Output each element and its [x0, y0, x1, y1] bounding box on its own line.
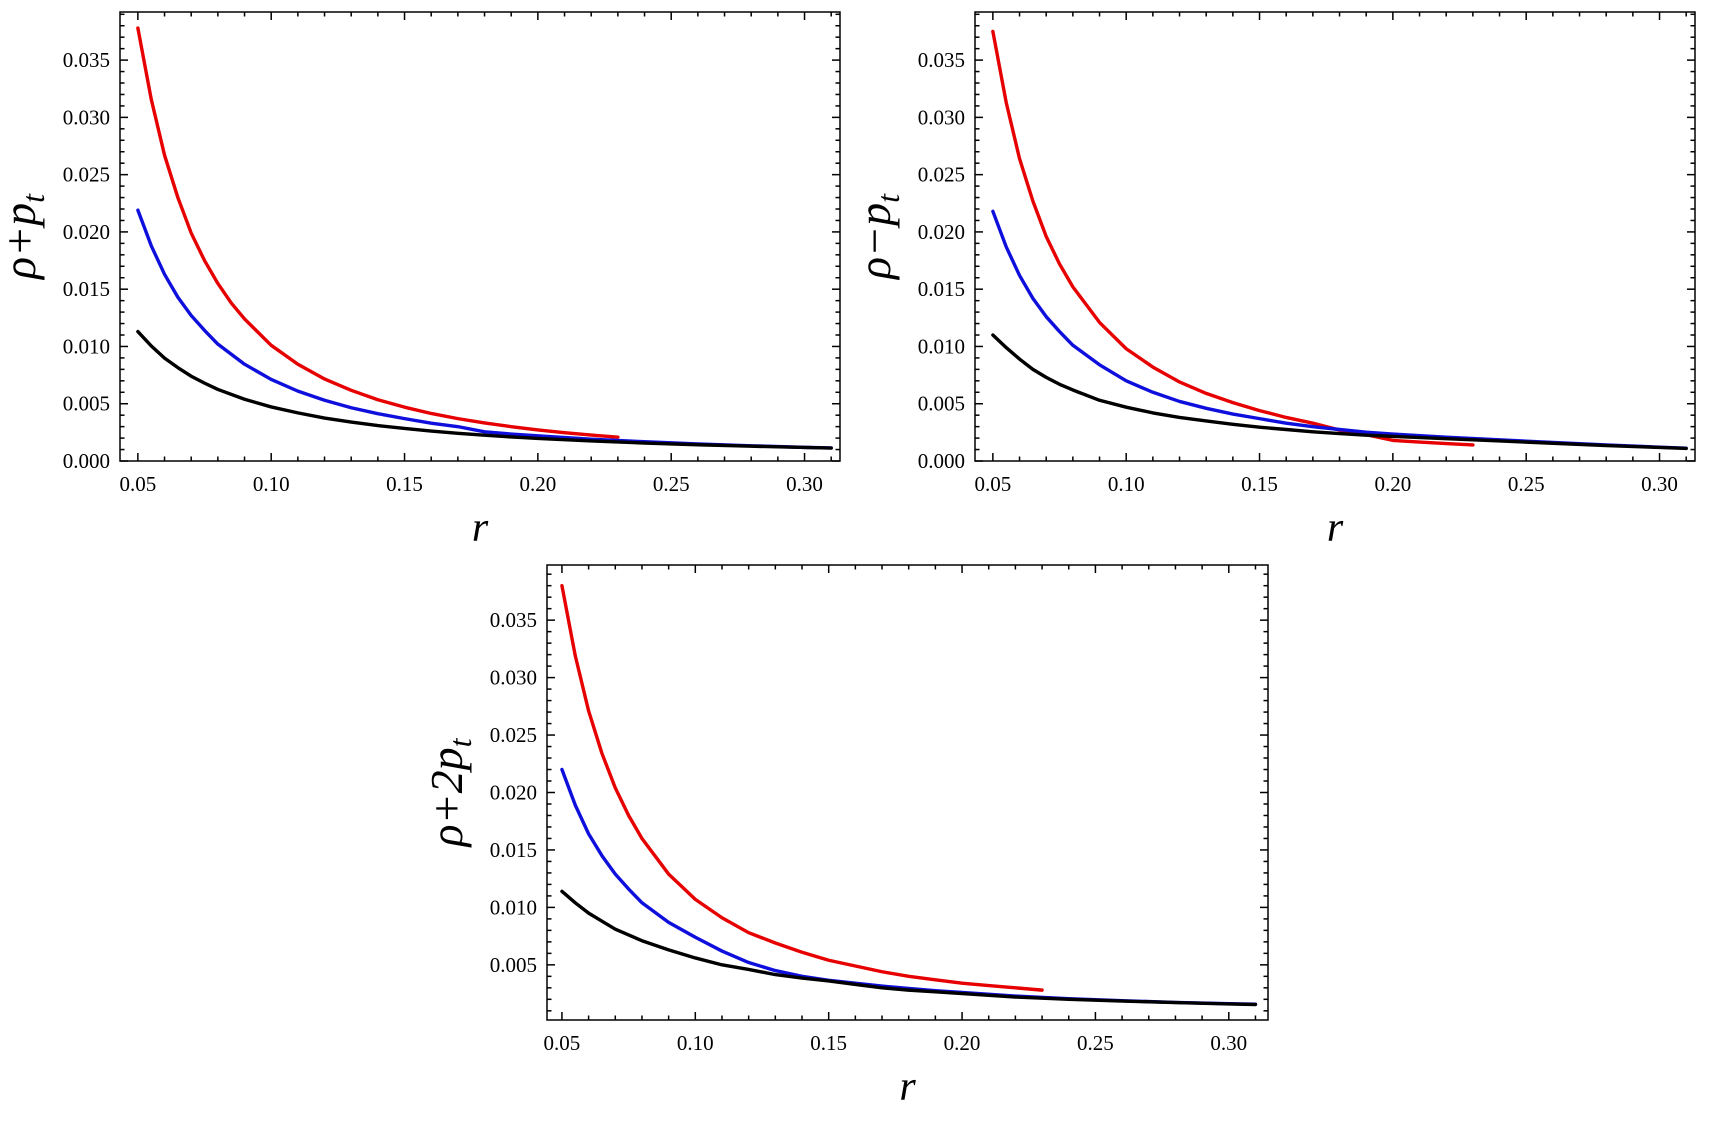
svg-text:0.20: 0.20: [1374, 472, 1411, 496]
svg-text:0.25: 0.25: [653, 472, 690, 496]
svg-text:0.20: 0.20: [944, 1031, 981, 1055]
svg-text:0.010: 0.010: [918, 334, 965, 358]
svg-text:0.15: 0.15: [1241, 472, 1278, 496]
svg-text:0.035: 0.035: [63, 48, 110, 72]
svg-text:0.10: 0.10: [1108, 472, 1145, 496]
svg-text:ρ−pt: ρ−pt: [855, 193, 906, 281]
svg-text:0.005: 0.005: [918, 392, 965, 416]
svg-text:0.10: 0.10: [677, 1031, 714, 1055]
plot-rho-plus-2pt: 0.05 0.10 0.15 0.20 0.25 0.30 0.005 0.010 0.015 0…: [427, 520, 1293, 1125]
svg-text:0.15: 0.15: [810, 1031, 847, 1055]
svg-text:ρ+2pt: ρ+2pt: [427, 737, 478, 848]
svg-text:0.10: 0.10: [253, 472, 290, 496]
svg-text:0.015: 0.015: [490, 838, 537, 862]
svg-text:0.20: 0.20: [519, 472, 556, 496]
svg-text:0.05: 0.05: [974, 472, 1011, 496]
svg-text:0.25: 0.25: [1508, 472, 1545, 496]
svg-text:0.15: 0.15: [386, 472, 423, 496]
svg-text:0.030: 0.030: [918, 105, 965, 129]
svg-text:0.010: 0.010: [490, 895, 537, 919]
svg-text:0.30: 0.30: [1210, 1031, 1247, 1055]
plot-rho-minus-pt: 0.05 0.10 0.15 0.20 0.25 0.30 0.000 0.005 0.010 0…: [855, 0, 1720, 600]
svg-text:0.05: 0.05: [544, 1031, 581, 1055]
svg-text:0.020: 0.020: [918, 220, 965, 244]
svg-text:0.30: 0.30: [1641, 472, 1678, 496]
svg-text:0.015: 0.015: [63, 277, 110, 301]
svg-text:r: r: [899, 1064, 916, 1110]
svg-text:0.030: 0.030: [490, 666, 537, 690]
svg-text:0.025: 0.025: [63, 163, 110, 187]
svg-text:0.015: 0.015: [918, 277, 965, 301]
svg-text:0.035: 0.035: [918, 48, 965, 72]
svg-text:0.025: 0.025: [490, 723, 537, 747]
svg-text:0.010: 0.010: [63, 334, 110, 358]
svg-text:0.005: 0.005: [63, 392, 110, 416]
svg-text:0.30: 0.30: [786, 472, 823, 496]
plot-rho-plus-pt: 0.05 0.10 0.15 0.20 0.25 0.30 0.000 0.005 0.010 0…: [0, 0, 855, 600]
chart-canvas-rho-minus-pt: 0.05 0.10 0.15 0.20 0.25 0.30 0.000 0.005 0.010 0…: [855, 11, 1696, 551]
svg-text:0.005: 0.005: [490, 953, 537, 977]
svg-text:0.035: 0.035: [490, 608, 537, 632]
svg-text:ρ+pt: ρ+pt: [0, 193, 51, 281]
svg-text:0.000: 0.000: [63, 449, 110, 473]
svg-text:0.020: 0.020: [63, 220, 110, 244]
svg-text:0.25: 0.25: [1077, 1031, 1114, 1055]
svg-text:0.000: 0.000: [918, 449, 965, 473]
svg-text:r: r: [472, 505, 489, 551]
svg-text:0.05: 0.05: [119, 472, 156, 496]
chart-canvas-rho-plus-pt: 0.05 0.10 0.15 0.20 0.25 0.30 0.000 0.005 0.010 0…: [0, 11, 841, 551]
chart-canvas-rho-plus-2pt: 0.05 0.10 0.15 0.20 0.25 0.30 0.005 0.010 0.015 0…: [427, 564, 1269, 1110]
svg-text:0.030: 0.030: [63, 105, 110, 129]
svg-text:0.020: 0.020: [490, 781, 537, 805]
svg-text:r: r: [1327, 505, 1344, 551]
svg-text:0.025: 0.025: [918, 163, 965, 187]
